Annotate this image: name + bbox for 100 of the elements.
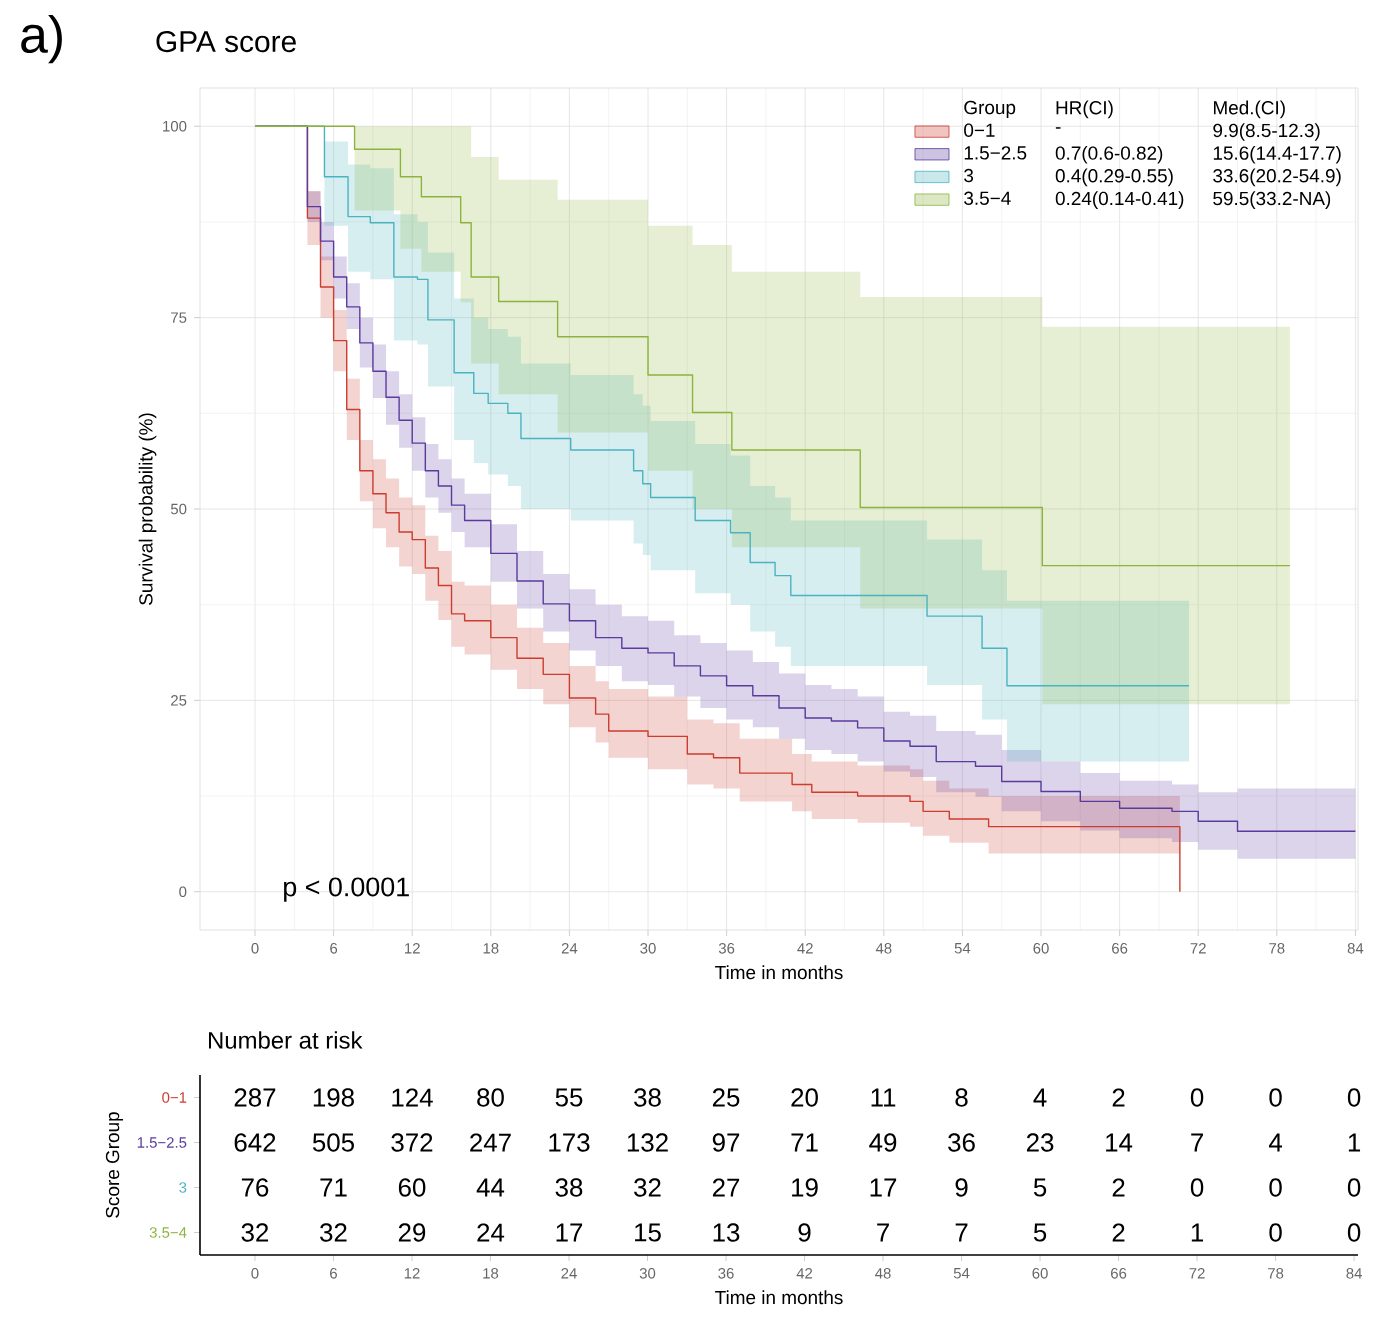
data-label: 4: [1033, 1088, 1047, 1107]
x-tick-label: 66: [1112, 943, 1128, 954]
data-label: 7: [877, 1223, 889, 1242]
y-tick-label: 0−1: [162, 1092, 187, 1103]
data-label: 20: [791, 1088, 818, 1107]
annotation: 0.4(0.29-0.55): [1055, 168, 1173, 187]
y-tick-label: 25: [171, 695, 187, 706]
x-tick-label: 60: [1032, 1268, 1048, 1279]
x-tick-label: 0: [251, 1268, 259, 1279]
x-tick-label: 78: [1269, 943, 1285, 954]
data-label: 1: [1348, 1133, 1361, 1152]
data-label: 71: [791, 1133, 818, 1152]
data-label: 2: [1112, 1088, 1125, 1107]
x-tick-label: 84: [1347, 943, 1364, 954]
legend-label: 3: [964, 168, 974, 183]
data-label: 132: [627, 1133, 668, 1152]
data-label: 0: [1269, 1088, 1282, 1107]
data-label: 44: [476, 1178, 505, 1197]
legend-title: Group: [964, 100, 1016, 118]
data-label: 15: [635, 1223, 661, 1242]
data-label: 38: [634, 1088, 661, 1107]
annotation: 0.7(0.6-0.82): [1055, 145, 1163, 164]
data-label: 29: [398, 1223, 426, 1242]
y-axis-title: Survival probability (%): [138, 413, 157, 605]
data-label: 1: [1191, 1223, 1204, 1242]
annotation: HR(CI): [1056, 100, 1113, 119]
data-label: 71: [320, 1178, 347, 1197]
x-tick-label: 30: [639, 1268, 656, 1279]
data-label: 4: [1268, 1133, 1283, 1152]
x-tick-label: 54: [953, 1268, 970, 1279]
legend-label: 3.5−4: [964, 191, 1011, 205]
annotation: p < 0.0001: [284, 877, 409, 902]
y-tick-label: 75: [171, 312, 187, 323]
data-label: 287: [234, 1088, 276, 1107]
data-label: 80: [477, 1088, 504, 1107]
data-label: 23: [1026, 1133, 1054, 1152]
data-label: 27: [712, 1178, 740, 1197]
chart-title: GPA score: [156, 30, 296, 53]
annotation: -: [1055, 127, 1061, 129]
data-label: 247: [470, 1133, 511, 1152]
data-label: 36: [948, 1133, 975, 1152]
legend-label: 0−1: [964, 123, 995, 137]
data-label: 97: [712, 1133, 740, 1152]
data-label: 505: [312, 1133, 354, 1152]
chart-title: Number at risk: [209, 1031, 363, 1049]
data-label: 25: [712, 1088, 740, 1107]
data-label: 13: [713, 1223, 740, 1242]
x-tick-label: 66: [1111, 1268, 1127, 1279]
data-label: 17: [870, 1178, 897, 1197]
legend-label: 1.5−2.5: [964, 146, 1027, 160]
y-tick-label: 50: [170, 503, 187, 515]
x-tick-label: 84: [1346, 1268, 1362, 1279]
data-label: 76: [241, 1178, 269, 1197]
x-tick-label: 42: [796, 1268, 813, 1279]
annotation: 33.6(20.2-54.9): [1213, 168, 1341, 187]
y-tick-label: 0: [179, 886, 187, 898]
annotation: 9.9(8.5-12.3): [1213, 123, 1320, 141]
x-tick-label: 12: [404, 1268, 420, 1279]
x-tick-label: 36: [718, 943, 735, 954]
x-tick-label: 0: [251, 943, 259, 954]
data-label: 2: [1112, 1178, 1125, 1197]
data-label: 5: [1033, 1178, 1047, 1197]
x-tick-label: 42: [797, 943, 813, 954]
y-axis-title: Score Group: [105, 1112, 124, 1218]
data-label: 32: [241, 1223, 269, 1242]
data-label: 173: [549, 1133, 590, 1152]
data-label: 9: [955, 1178, 968, 1197]
data-label: 0: [1269, 1223, 1282, 1242]
data-label: 2: [1112, 1223, 1125, 1242]
data-label: 5: [1033, 1223, 1047, 1242]
y-tick-label: 3.5−4: [149, 1227, 187, 1238]
x-axis-title: Time in months: [715, 1290, 843, 1305]
data-label: 38: [555, 1178, 583, 1197]
x-tick-label: 72: [1190, 943, 1206, 954]
annotation: 15.6(14.4-17.7): [1213, 145, 1341, 164]
x-tick-label: 12: [405, 943, 420, 954]
x-tick-label: 30: [640, 943, 656, 954]
x-axis-title: Time in months: [715, 965, 843, 980]
data-label: 0: [1190, 1178, 1204, 1197]
data-label: 7: [1191, 1133, 1203, 1152]
x-tick-label: 18: [483, 943, 499, 954]
data-label: 0: [1269, 1178, 1282, 1197]
data-label: 0: [1190, 1088, 1204, 1107]
y-tick-label: 100: [163, 120, 187, 132]
annotation: 59.5(33.2-NA): [1213, 191, 1331, 209]
data-label: 642: [234, 1133, 276, 1152]
data-label: 11: [871, 1088, 896, 1107]
data-label: 9: [798, 1223, 811, 1242]
data-label: 24: [477, 1223, 505, 1242]
x-tick-label: 48: [875, 943, 892, 954]
x-tick-label: 78: [1268, 1268, 1284, 1279]
x-tick-label: 48: [875, 1268, 891, 1279]
data-label: 372: [391, 1133, 433, 1152]
x-tick-label: 18: [483, 1268, 499, 1279]
x-tick-label: 54: [954, 943, 971, 954]
data-label: 0: [1347, 1223, 1361, 1242]
data-label: 0: [1347, 1088, 1361, 1107]
data-label: 32: [320, 1223, 347, 1242]
data-label: 8: [955, 1088, 968, 1107]
data-label: 32: [634, 1178, 661, 1197]
